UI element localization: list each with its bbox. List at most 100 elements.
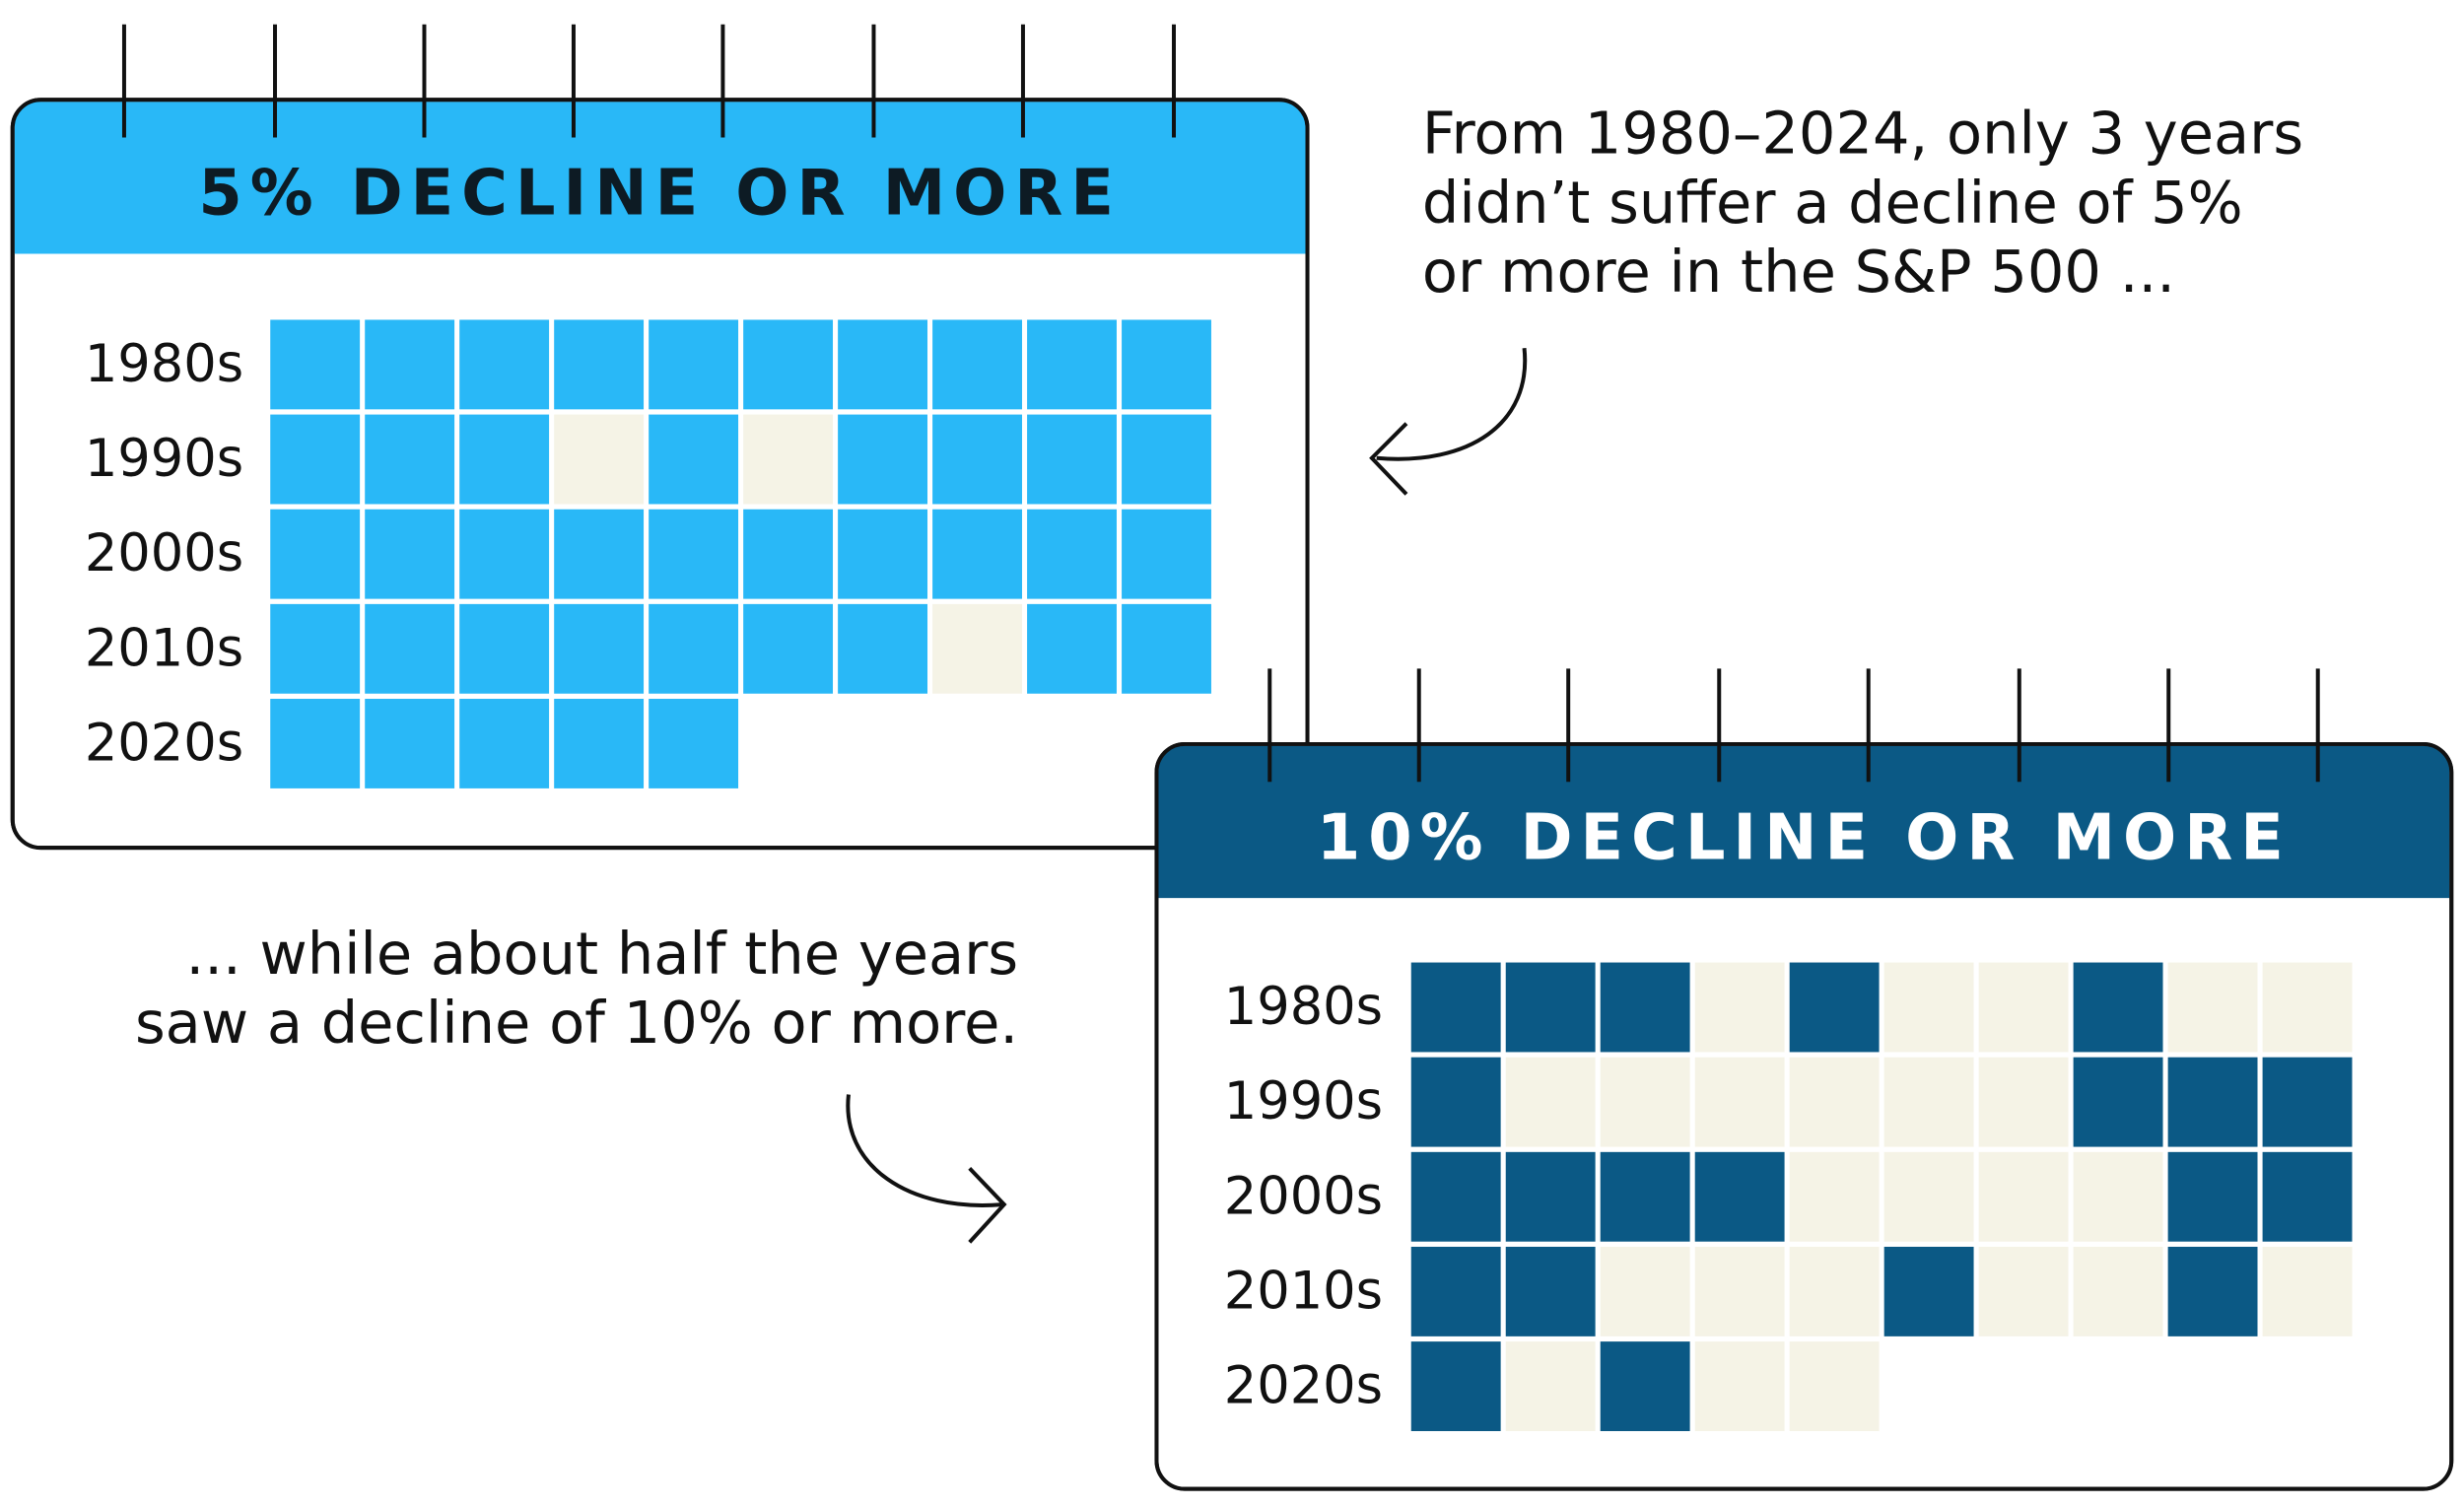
year-cell <box>1789 962 1880 1053</box>
year-cell <box>365 319 455 410</box>
year-cell <box>1883 962 1974 1053</box>
row-label: 1990s <box>85 429 243 489</box>
year-cell <box>1122 603 1211 694</box>
calendar-header <box>14 102 1306 254</box>
year-cell <box>459 699 550 788</box>
note-text: didn’t suffer a decline of 5% <box>1422 169 2243 237</box>
year-cell <box>1789 1246 1880 1336</box>
year-cell <box>649 414 739 505</box>
year-cell <box>1410 1057 1501 1147</box>
year-cell <box>1789 1151 1880 1242</box>
year-cell <box>1027 603 1117 694</box>
year-cell <box>1789 1057 1880 1147</box>
year-cell <box>1122 414 1211 505</box>
year-cell <box>932 509 1022 599</box>
year-cell <box>2167 1151 2258 1242</box>
year-cell <box>743 414 834 505</box>
year-cell <box>1978 1057 2069 1147</box>
year-cell <box>1505 1057 1596 1147</box>
year-cell <box>365 699 455 788</box>
row-label: 2020s <box>1224 1356 1383 1416</box>
row-label: 2000s <box>85 523 243 583</box>
year-cell <box>1789 1341 1880 1431</box>
year-cell <box>1694 1057 1785 1147</box>
year-cell <box>838 319 928 410</box>
year-cell <box>1410 962 1501 1053</box>
year-cell <box>649 603 739 694</box>
year-cell <box>2073 1057 2163 1147</box>
year-cell <box>2167 962 2258 1053</box>
note-text: or more in the S&P 500 ... <box>1422 238 2175 306</box>
year-cell <box>554 509 645 599</box>
year-cell <box>2262 1246 2353 1336</box>
year-cell <box>459 319 550 410</box>
row-label: 2010s <box>1224 1261 1383 1321</box>
year-cell <box>270 509 361 599</box>
year-cell <box>1505 1246 1596 1336</box>
arrow <box>1376 347 1528 461</box>
year-cell <box>743 603 834 694</box>
year-cell <box>1883 1246 1974 1336</box>
year-cell <box>649 509 739 599</box>
year-cell <box>838 509 928 599</box>
arrow-head <box>1369 422 1408 496</box>
note-text: saw a decline of 10% or more. <box>135 989 1018 1057</box>
year-cell <box>1122 319 1211 410</box>
year-cell <box>838 414 928 505</box>
year-cell <box>1883 1151 1974 1242</box>
row-label: 1980s <box>85 334 243 394</box>
year-cell <box>270 319 361 410</box>
year-cell <box>1505 1341 1596 1431</box>
year-cell <box>2262 1057 2353 1147</box>
year-cell <box>2167 1057 2258 1147</box>
year-cell <box>2073 962 2163 1053</box>
year-cell <box>270 603 361 694</box>
calendar-outline <box>10 98 1310 851</box>
year-cell <box>459 603 550 694</box>
year-cell <box>270 699 361 788</box>
calendar-outline <box>1154 741 2454 1491</box>
calendar-title: 10% DECLINE OR MORE <box>1317 801 2292 874</box>
year-cell <box>554 319 645 410</box>
year-cell <box>1978 1151 2069 1242</box>
row-label: 2000s <box>1224 1166 1383 1226</box>
year-cell <box>459 414 550 505</box>
year-cell <box>1122 509 1211 599</box>
note-text: From 1980–2024, only 3 years <box>1422 100 2303 168</box>
year-cell <box>649 319 739 410</box>
year-cell <box>743 319 834 410</box>
year-cell <box>1505 962 1596 1053</box>
year-cell <box>1505 1151 1596 1242</box>
year-cell <box>1410 1151 1501 1242</box>
row-label: 2020s <box>85 713 243 773</box>
year-cell <box>1600 1341 1690 1431</box>
year-cell <box>1694 1246 1785 1336</box>
year-cell <box>2262 962 2353 1053</box>
year-cell <box>554 699 645 788</box>
year-cell <box>1600 1057 1690 1147</box>
row-label: 1990s <box>1224 1071 1383 1131</box>
note-text: ... while about half the years <box>185 920 1018 988</box>
year-cell <box>270 414 361 505</box>
year-cell <box>1410 1246 1501 1336</box>
year-cell <box>459 509 550 599</box>
year-cell <box>649 699 739 788</box>
year-cell <box>1600 962 1690 1053</box>
year-cell <box>1694 1151 1785 1242</box>
year-cell <box>838 603 928 694</box>
year-cell <box>2167 1246 2258 1336</box>
year-cell <box>1694 1341 1785 1431</box>
year-cell <box>1027 414 1117 505</box>
arrow <box>846 1094 1003 1207</box>
year-cell <box>1410 1341 1501 1431</box>
year-cell <box>365 414 455 505</box>
year-cell <box>932 319 1022 410</box>
year-cell <box>554 603 645 694</box>
calendar-header <box>1158 745 2450 899</box>
year-cell <box>2262 1151 2353 1242</box>
year-cell <box>1978 1246 2069 1336</box>
year-cell <box>2073 1151 2163 1242</box>
year-cell <box>1694 962 1785 1053</box>
year-cell <box>1027 319 1117 410</box>
